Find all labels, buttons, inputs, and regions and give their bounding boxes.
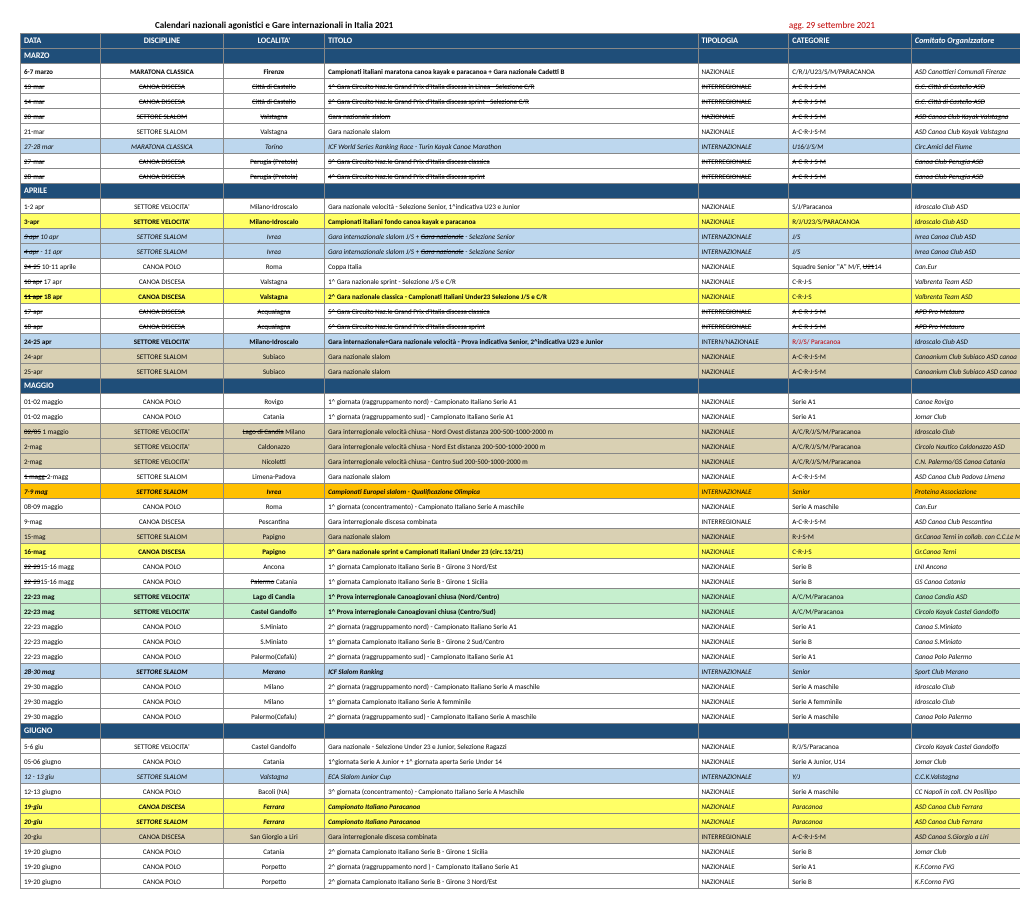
calendar-table: DATA DISCIPLINE LOCALITA' TITOLO TIPOLOG… <box>20 33 1020 889</box>
table-row: MARZO <box>21 49 1020 64</box>
page-title: Calendari nazionali agonistici e Gare in… <box>20 20 393 31</box>
col-categorie: CATEGORIE <box>789 34 912 49</box>
table-row: 1-2 aprSETTORE VELOCITA'Milano-Idroscalo… <box>21 199 1020 214</box>
table-row: 01-02 maggioCANOA POLORovigo1^ giornata … <box>21 394 1020 409</box>
table-row: 3-aprSETTORE VELOCITA'Milano-IdroscaloCa… <box>21 214 1020 229</box>
table-row: 5-6 giuSETTORE VELOCITA'Castel GandolfoG… <box>21 739 1020 754</box>
table-row: 29-30 maggioCANOA POLOPalermo(Cefalu)2^ … <box>21 709 1020 724</box>
table-row: 21-marSETTORE SLALOMValstagnaGara nazion… <box>21 124 1020 139</box>
table-row: 24-aprSETTORE SLALOMSubiacoGara nazional… <box>21 349 1020 364</box>
table-row: 19-giuCANOA DISCESAFerraraCampionato Ita… <box>21 799 1020 814</box>
table-row: 22-23 maggioCANOA POLOPalermo(Cefalù)2^ … <box>21 649 1020 664</box>
table-row: 15-magSETTORE SLALOMPapignoGara nazional… <box>21 529 1020 544</box>
table-row: 22-23 maggioCANOA POLOS.Miniato1^ giorna… <box>21 634 1020 649</box>
table-row: 2-magSETTORE VELOCITA'CaldonazzoGara int… <box>21 439 1020 454</box>
table-row: 19-20 giugnoCANOA POLOPorpetto2^ giornat… <box>21 874 1020 889</box>
table-row: 3 apr 10 aprSETTORE SLALOMIvreaGara inte… <box>21 229 1020 244</box>
table-row: 19-20 giugnoCANOA POLOPorpetto2^ giornat… <box>21 859 1020 874</box>
table-row: 11 apr 18 aprCANOA DISCESAValstagna2^ Ga… <box>21 289 1020 304</box>
table-row: 18-aprCANOA DISCESAAcqualagna6^ Gara Cir… <box>21 319 1020 334</box>
table-row: 10 apr 17 aprCANOA DISCESAValstagna1^ Ga… <box>21 274 1020 289</box>
table-row: 2-magSETTORE VELOCITA'NicolettiGara inte… <box>21 454 1020 469</box>
table-row: 28-marCANOA DISCESAPerugia (Pretola)4^ G… <box>21 169 1020 184</box>
title-row: Calendari nazionali agonistici e Gare in… <box>20 20 1020 31</box>
table-row: 6-7 marzoMARATONA CLASSICAFirenzeCampion… <box>21 64 1020 79</box>
table-row: 05-06 giugnoCANOA POLOCatania1^giornata … <box>21 754 1020 769</box>
table-row: 4 apr - 11 aprSETTORE SLALOMIvreaGara in… <box>21 244 1020 259</box>
table-row: 12-13 giugnoCANOA POLOBacoli (NA)3^ gior… <box>21 784 1020 799</box>
table-row: 20-marSETTORE SLALOMValstagnaGara nazion… <box>21 109 1020 124</box>
table-head: DATA DISCIPLINE LOCALITA' TITOLO TIPOLOG… <box>21 34 1020 49</box>
table-row: 02/05 1 maggioSETTORE VELOCITA'Lago di C… <box>21 424 1020 439</box>
col-organizzatore: Comitato Organizzatore <box>911 34 1020 49</box>
table-row: 24-25 10-11 aprileCANOA POLORomaCoppa It… <box>21 259 1020 274</box>
col-localita: LOCALITA' <box>223 34 324 49</box>
table-row: 20-giuSETTORE SLALOMFerraraCampionato It… <box>21 814 1020 829</box>
table-row: 08-09 maggioCANOA POLORoma1^ giornata (c… <box>21 499 1020 514</box>
table-row: 01-02 maggioCANOA POLOCatania1^ giornata… <box>21 409 1020 424</box>
col-titolo: TITOLO <box>325 34 698 49</box>
table-row: 13-marCANOA DISCESACittà di Castello1^ G… <box>21 79 1020 94</box>
table-row: 7-9 magSETTORE SLALOMIvreaCampionati Eur… <box>21 484 1020 499</box>
table-row: MAGGIO <box>21 379 1020 394</box>
table-row: 12 - 13 giuSETTORE SLALOMValstagnaECA Sl… <box>21 769 1020 784</box>
table-row: 9-magCANOA DISCESAPescantinaGara interre… <box>21 514 1020 529</box>
table-row: 22-23 magSETTORE VELOCITA'Lago di Candia… <box>21 589 1020 604</box>
table-row: APRILE <box>21 184 1020 199</box>
table-row: 29-30 maggioCANOA POLOMilano1^ giornata … <box>21 694 1020 709</box>
table-row: 20-giuCANOA DISCESASan Giorgio a LiriGar… <box>21 829 1020 844</box>
table-row: 29-30 maggioCANOA POLOMilano2^ giornata … <box>21 679 1020 694</box>
col-tipologia: TIPOLOGIA <box>698 34 789 49</box>
calendar-wrap: Calendari nazionali agonistici e Gare in… <box>20 20 1020 889</box>
table-row: 24-25 aprSETTORE VELOCITA'Milano-Idrosca… <box>21 334 1020 349</box>
table-row: 22-2315-16 maggCANOA POLOAncona1^ giorna… <box>21 559 1020 574</box>
table-row: 27-28 marMARATONA CLASSICATorinoICF Worl… <box>21 139 1020 154</box>
table-body: MARZO6-7 marzoMARATONA CLASSICAFirenzeCa… <box>21 49 1020 889</box>
table-row: 1 magg-2-maggSETTORE SLALOMLimena-Padova… <box>21 469 1020 484</box>
table-row: 19-20 giugnoCANOA POLOCatania2^ giornata… <box>21 844 1020 859</box>
table-row: 22-2315-16 maggCANOA POLOPalermo Catania… <box>21 574 1020 589</box>
col-data: DATA <box>21 34 101 49</box>
table-row: 28-30 magSETTORE SLALOMMeranoICF Slalom … <box>21 664 1020 679</box>
table-row: 22-23 magSETTORE VELOCITA'Castel Gandolf… <box>21 604 1020 619</box>
updated-date: agg. 29 settembre 2021 <box>789 20 1020 31</box>
table-row: 14-marCANOA DISCESACittà di Castello2^ G… <box>21 94 1020 109</box>
table-row: GIUGNO <box>21 724 1020 739</box>
table-row: 16-magCANOA DISCESAPapigno3^ Gara nazion… <box>21 544 1020 559</box>
col-discipline: DISCIPLINE <box>101 34 224 49</box>
table-row: 25-aprSETTORE SLALOMSubiacoGara nazional… <box>21 364 1020 379</box>
table-row: 17-aprCANOA DISCESAAcqualagna5^ Gara Cir… <box>21 304 1020 319</box>
table-row: 22-23 maggioCANOA POLOS.Miniato2^ giorna… <box>21 619 1020 634</box>
table-row: 27-marCANOA DISCESAPerugia (Pretola)3^ G… <box>21 154 1020 169</box>
